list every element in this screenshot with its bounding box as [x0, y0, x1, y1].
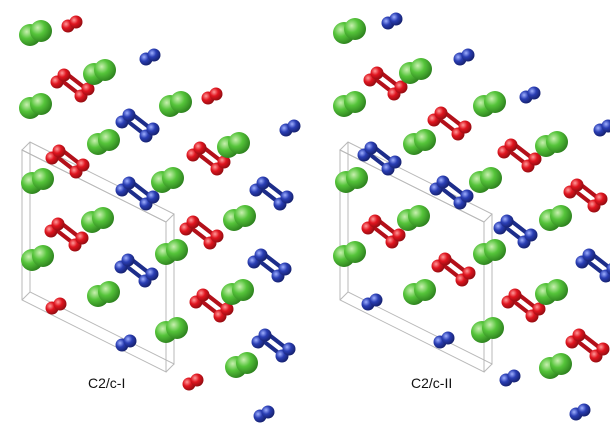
- red-tetramer: [501, 288, 546, 323]
- blue-tetramer: [357, 141, 402, 176]
- green-atom-pair: [333, 241, 366, 267]
- green-atom-pair: [81, 207, 114, 233]
- blue-tetramer: [247, 248, 292, 283]
- green-atom-pair: [473, 239, 506, 265]
- green-atom-pair: [403, 279, 436, 305]
- green-atom-pair: [403, 129, 436, 155]
- red-tetramer: [45, 144, 90, 179]
- red-dimer: [45, 297, 67, 315]
- green-atom-pair: [221, 279, 254, 305]
- red-tetramer: [565, 328, 610, 363]
- green-atom-pair: [335, 167, 368, 193]
- red-tetramer: [186, 141, 231, 176]
- green-atom-pair: [151, 167, 184, 193]
- blue-dimer: [499, 369, 521, 387]
- blue-dimer: [115, 334, 137, 352]
- red-dimer: [182, 373, 204, 391]
- green-atom-pair: [399, 58, 432, 84]
- blue-dimer: [279, 119, 301, 137]
- green-atom-pair: [473, 91, 506, 117]
- red-tetramer: [179, 215, 224, 250]
- blue-dimer: [569, 403, 591, 421]
- blue-tetramer: [115, 176, 160, 211]
- red-tetramer: [563, 178, 608, 213]
- red-dimer: [201, 87, 223, 105]
- green-atom-pair: [333, 18, 366, 44]
- green-atom-pair: [225, 352, 258, 378]
- green-atom-pair: [155, 239, 188, 265]
- blue-tetramer: [251, 328, 296, 363]
- red-tetramer: [44, 217, 89, 252]
- green-atom-pair: [21, 168, 54, 194]
- green-atom-pair: [471, 317, 504, 343]
- blue-tetramer: [115, 108, 160, 143]
- green-atom-pair: [469, 167, 502, 193]
- blue-tetramer: [493, 214, 538, 249]
- green-atom-pair: [535, 131, 568, 157]
- green-atom-pair: [397, 205, 430, 231]
- blue-dimer: [519, 86, 541, 104]
- green-atom-pair: [333, 91, 366, 117]
- blue-dimer: [433, 331, 455, 349]
- blue-dimer: [361, 293, 383, 311]
- green-atom-pair: [223, 205, 256, 231]
- atoms-layer: [333, 12, 610, 421]
- green-atom-pair: [19, 20, 52, 46]
- atoms-layer: [19, 15, 301, 423]
- blue-dimer: [593, 119, 610, 137]
- panel-c2c-ii: C2/c-II: [333, 12, 610, 421]
- green-atom-pair: [535, 279, 568, 305]
- panel-c2c-i: C2/c-I: [19, 15, 301, 423]
- red-tetramer: [363, 66, 408, 101]
- green-atom-pair: [155, 317, 188, 343]
- blue-dimer: [139, 48, 161, 66]
- red-tetramer: [427, 106, 472, 141]
- red-dimer: [61, 15, 83, 33]
- blue-dimer: [381, 12, 403, 30]
- blue-tetramer: [429, 175, 474, 210]
- green-atom-pair: [539, 205, 572, 231]
- green-atom-pair: [87, 281, 120, 307]
- red-tetramer: [361, 214, 406, 249]
- blue-tetramer: [249, 176, 294, 211]
- blue-tetramer: [575, 248, 610, 283]
- panel-label-left: C2/c-I: [88, 375, 125, 391]
- green-atom-pair: [539, 353, 572, 379]
- blue-tetramer: [114, 253, 159, 288]
- green-atom-pair: [19, 93, 52, 119]
- panel-label-right: C2/c-II: [411, 375, 452, 391]
- red-tetramer: [50, 68, 95, 103]
- red-tetramer: [431, 252, 476, 287]
- blue-dimer: [453, 48, 475, 66]
- red-tetramer: [189, 288, 234, 323]
- red-tetramer: [497, 138, 542, 173]
- green-atom-pair: [159, 91, 192, 117]
- unit-cell-outline: [21, 141, 175, 373]
- green-atom-pair: [83, 59, 116, 85]
- green-atom-pair: [217, 132, 250, 158]
- green-atom-pair: [87, 129, 120, 155]
- green-atom-pair: [21, 245, 54, 271]
- blue-dimer: [253, 405, 275, 423]
